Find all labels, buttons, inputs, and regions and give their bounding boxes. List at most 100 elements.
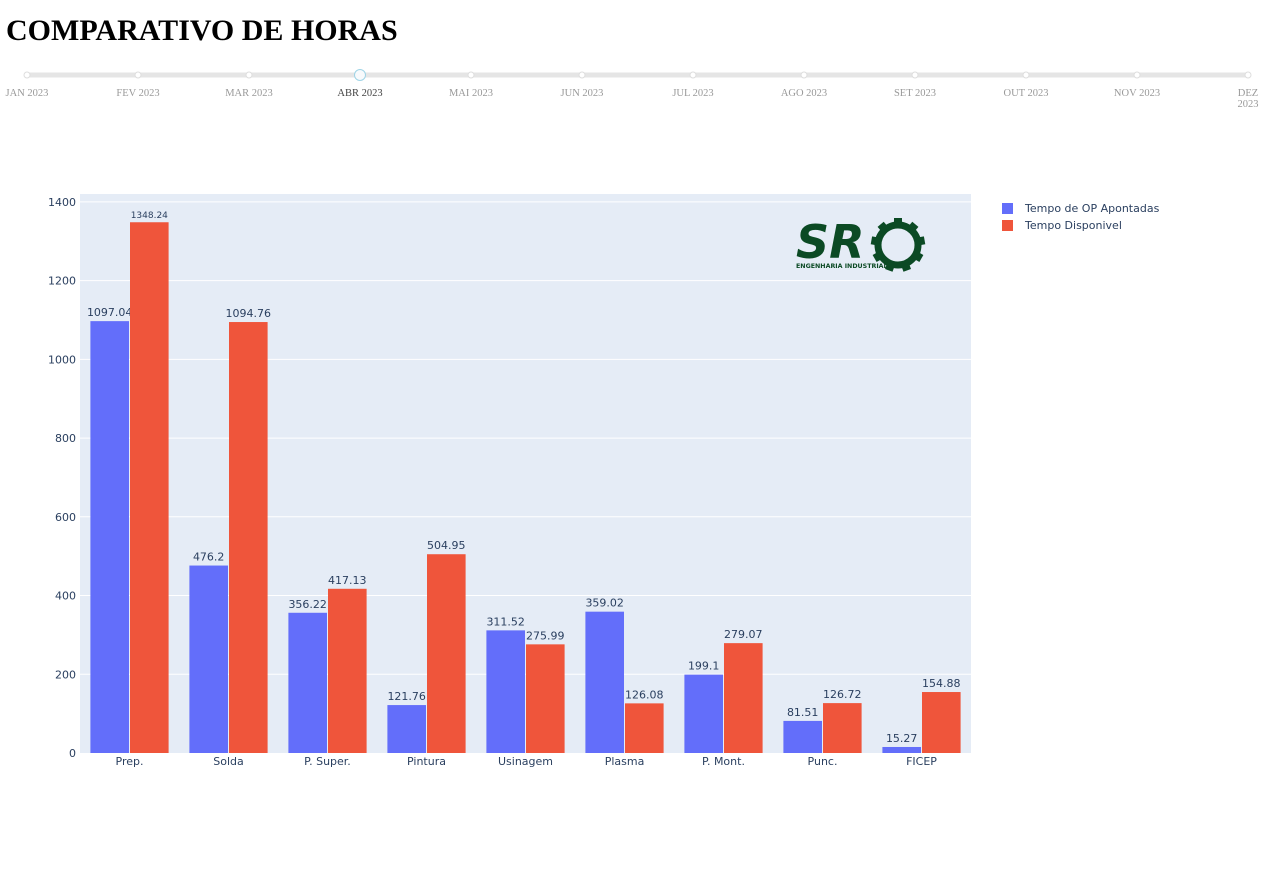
- bar-series-1[interactable]: [189, 565, 228, 753]
- bar-series-1[interactable]: [684, 674, 723, 753]
- bar-series-1[interactable]: [486, 630, 525, 753]
- legend: Tempo de OP Apontadas Tempo Disponivel: [1002, 200, 1159, 234]
- bar-series-2[interactable]: [823, 703, 862, 753]
- y-tick-label: 1400: [48, 196, 76, 209]
- bar-series-2[interactable]: [724, 643, 763, 753]
- legend-label-series-1: Tempo de OP Apontadas: [1025, 202, 1160, 215]
- slider-step-label[interactable]: 2023: [1238, 99, 1259, 110]
- bar-series-2[interactable]: [427, 554, 466, 753]
- slider-tick[interactable]: [23, 71, 31, 79]
- slider-tick[interactable]: [134, 71, 142, 79]
- data-label: 154.88: [922, 677, 961, 690]
- bar-series-1[interactable]: [288, 612, 327, 753]
- slider-tick[interactable]: [467, 71, 475, 79]
- slider-step-label[interactable]: MAR 2023: [225, 88, 273, 99]
- x-tick-label: FICEP: [906, 755, 937, 768]
- bar-series-1[interactable]: [387, 705, 426, 753]
- data-label: 1094.76: [226, 307, 272, 320]
- bar-series-2[interactable]: [922, 692, 961, 753]
- bar-series-2[interactable]: [328, 588, 367, 753]
- slider-handle[interactable]: [354, 69, 366, 81]
- data-label: 1097.04: [87, 306, 133, 319]
- bar-chart: 0 200 400 600 800 1000 1200 1400 1097.04 1348.24 P…: [48, 194, 971, 768]
- slider-tick[interactable]: [689, 71, 697, 79]
- gear-tooth: [870, 236, 880, 246]
- legend-swatch-series-2: [1002, 220, 1013, 231]
- bar-series-1[interactable]: [882, 746, 921, 753]
- slider-tick[interactable]: [1022, 71, 1030, 79]
- y-tick-label: 1000: [48, 353, 76, 366]
- x-tick-label: Prep.: [116, 755, 144, 768]
- data-label: 359.02: [585, 597, 624, 610]
- bar-series-2[interactable]: [625, 703, 664, 753]
- slider-step-label[interactable]: NOV 2023: [1114, 88, 1160, 99]
- x-tick-label: P. Super.: [304, 755, 351, 768]
- data-label: 126.72: [823, 688, 862, 701]
- logo-text: SR: [796, 215, 865, 269]
- sr-logo: SR ENGENHARIA INDUSTRIAL: [796, 215, 926, 272]
- gear-tooth: [877, 221, 889, 234]
- bar-series-2[interactable]: [130, 222, 169, 754]
- slider-step-label[interactable]: OUT 2023: [1003, 88, 1048, 99]
- slider-tick[interactable]: [911, 71, 919, 79]
- legend-label-series-2: Tempo Disponivel: [1025, 219, 1122, 232]
- legend-swatch-series-1: [1002, 203, 1013, 214]
- gear-tooth: [894, 218, 902, 226]
- slider-tick[interactable]: [1244, 71, 1252, 79]
- bar-series-1[interactable]: [585, 611, 624, 753]
- x-tick-label: Punc.: [808, 755, 838, 768]
- data-label: 279.07: [724, 628, 763, 641]
- slider-step-label[interactable]: DEZ: [1238, 88, 1258, 99]
- x-tick-label: Pintura: [407, 755, 446, 768]
- gear-tooth: [916, 236, 926, 246]
- data-label: 476.2: [193, 551, 225, 564]
- gear-tooth: [872, 251, 884, 262]
- bar-series-2[interactable]: [229, 322, 268, 753]
- gear-tooth: [900, 261, 911, 272]
- bar-series-1[interactable]: [90, 321, 129, 753]
- slider-track[interactable]: [27, 72, 1248, 78]
- plot-area: [80, 194, 971, 753]
- data-label: 504.95: [427, 539, 466, 552]
- y-tick-label: 800: [55, 432, 76, 445]
- legend-item-series-2[interactable]: Tempo Disponivel: [1002, 217, 1159, 234]
- month-slider[interactable]: JAN 2023 FEV 2023 MAR 2023 ABR 2023 MAI 2023…: [0, 60, 1277, 120]
- x-tick-label: P. Mont.: [702, 755, 745, 768]
- data-label: 417.13: [328, 574, 367, 587]
- gear-tooth: [907, 221, 919, 234]
- slider-tick[interactable]: [800, 71, 808, 79]
- y-tick-label: 200: [55, 668, 76, 681]
- bar-series-1[interactable]: [783, 720, 822, 753]
- gear-tooth: [885, 261, 896, 272]
- legend-item-series-1[interactable]: Tempo de OP Apontadas: [1002, 200, 1159, 217]
- data-label: 126.08: [625, 688, 664, 701]
- data-label: 121.76: [387, 690, 426, 703]
- page-title: COMPARATIVO DE HORAS: [6, 14, 398, 47]
- gear-icon: [870, 218, 926, 272]
- slider-tick[interactable]: [245, 71, 253, 79]
- slider-step-label[interactable]: AGO 2023: [781, 88, 827, 99]
- y-tick-label: 400: [55, 590, 76, 603]
- slider-step-label[interactable]: JUN 2023: [561, 88, 604, 99]
- slider-step-label[interactable]: SET 2023: [894, 88, 936, 99]
- data-label: 311.52: [486, 615, 525, 628]
- slider-tick[interactable]: [1133, 71, 1141, 79]
- data-label: 199.1: [688, 660, 720, 673]
- bar-series-2[interactable]: [526, 644, 565, 753]
- logo-subtext: ENGENHARIA INDUSTRIAL: [796, 263, 888, 270]
- data-label: 15.27: [886, 732, 918, 745]
- x-tick-label: Solda: [213, 755, 244, 768]
- slider-step-label[interactable]: MAI 2023: [449, 88, 493, 99]
- x-tick-label: Plasma: [605, 755, 645, 768]
- slider-tick[interactable]: [578, 71, 586, 79]
- slider-step-label[interactable]: FEV 2023: [116, 88, 159, 99]
- slider-step-label[interactable]: JUL 2023: [672, 88, 713, 99]
- y-tick-label: 1200: [48, 275, 76, 288]
- slider-step-label[interactable]: ABR 2023: [337, 88, 382, 99]
- gear-tooth: [912, 251, 924, 262]
- y-tick-label: 0: [69, 747, 76, 760]
- slider-step-label[interactable]: JAN 2023: [6, 88, 49, 99]
- data-label: 275.99: [526, 629, 565, 642]
- data-label: 81.51: [787, 706, 819, 719]
- y-tick-label: 600: [55, 511, 76, 524]
